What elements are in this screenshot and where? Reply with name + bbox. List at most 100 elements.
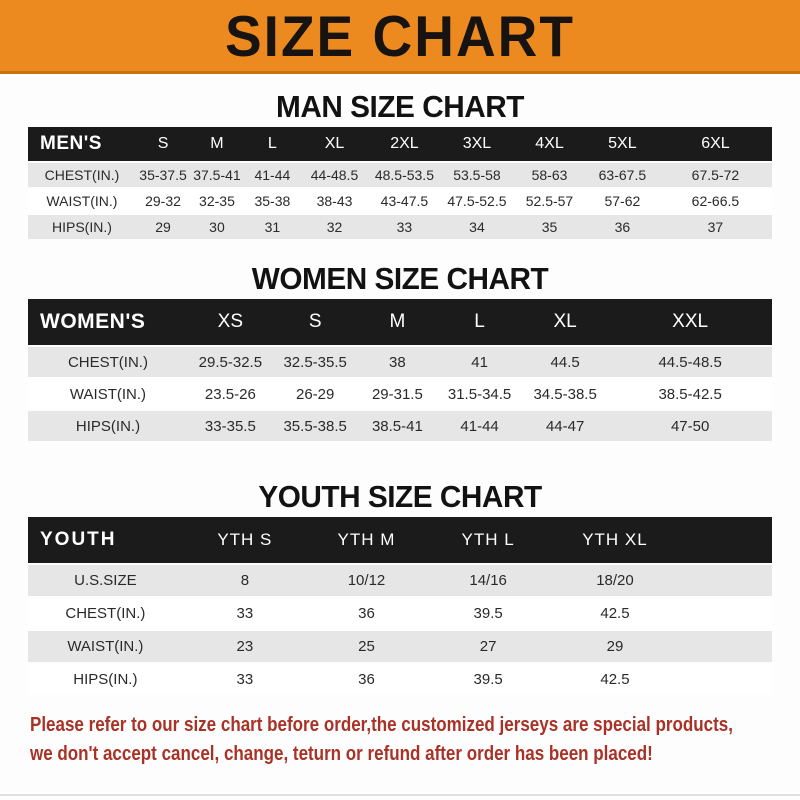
size-value-cell: 35.5-38.5 [272,411,358,441]
size-value-cell: 47-50 [608,411,772,441]
size-col-header: 5XL [585,127,659,161]
womens-waist-row: WAIST(IN.) 23.5-26 26-29 29-31.5 31.5-34… [28,379,772,409]
size-value-cell: 10/12 [306,565,427,596]
size-value-cell: 44.5-48.5 [608,347,772,377]
measure-row-label: CHEST(IN.) [28,163,136,187]
man-section-heading: MAN SIZE CHART [276,89,524,124]
measure-row-label: WAIST(IN.) [28,379,188,409]
size-value-cell: 43-47.5 [367,189,441,213]
disclaimer-line-1: Please refer to our size chart before or… [30,714,733,736]
measure-row-label: U.S.SIZE [28,565,183,596]
size-value-cell: 38.5-41 [357,411,438,441]
youth-waist-row: WAIST(IN.) 23 25 27 29 [28,631,772,662]
women-section-heading: WOMEN SIZE CHART [251,261,549,296]
size-col-header: XS [187,299,273,345]
mens-table-label: MEN'S [28,127,136,161]
size-value-cell: 38 [357,347,438,377]
size-col-header: YTH S [182,517,307,563]
size-value-cell: 38-43 [301,189,368,213]
womens-header-row: WOMEN'S XS S M L XL XXL [28,299,772,345]
measure-row-label: HIPS(IN.) [28,215,136,239]
youth-hips-row: HIPS(IN.) 33 36 39.5 42.5 [28,664,772,695]
size-col-header: YTH M [306,517,427,563]
measure-row-label: CHEST(IN.) [28,347,188,377]
size-col-header: XL [521,299,609,345]
youth-chest-row: CHEST(IN.) 33 36 39.5 42.5 [28,598,772,629]
size-value-cell: 44-47 [521,411,609,441]
size-value-cell: 29 [135,215,191,239]
size-value-cell: 14/16 [426,565,551,596]
size-value-cell: 39.5 [426,664,551,695]
size-value-cell: 42.5 [550,598,680,629]
size-value-cell: 31 [243,215,302,239]
size-value-cell: 48.5-53.5 [367,163,441,187]
youth-section-heading: YOUTH SIZE CHART [258,479,542,514]
size-value-cell: 47.5-52.5 [440,189,514,213]
disclaimer-text: Please refer to our size chart before or… [30,711,800,769]
size-value-cell: 32-35 [190,189,244,213]
size-value-cell: 44-48.5 [301,163,368,187]
size-value-cell: 52.5-57 [513,189,586,213]
size-col-header: S [135,127,191,161]
size-value-cell: 53.5-58 [440,163,514,187]
size-value-cell: 23.5-26 [187,379,273,409]
title-banner: SIZE CHART [0,0,800,74]
size-value-cell: 34.5-38.5 [521,379,609,409]
size-value-cell: 35-38 [243,189,302,213]
womens-table-label: WOMEN'S [28,299,188,345]
mens-header-row: MEN'S S M L XL 2XL 3XL 4XL 5XL 6XL [28,127,772,161]
size-col-header: 4XL [513,127,586,161]
size-value-cell: 32 [301,215,368,239]
womens-chest-row: CHEST(IN.) 29.5-32.5 32.5-35.5 38 41 44.… [28,347,772,377]
size-value-cell: 33-35.5 [187,411,273,441]
size-value-cell: 29.5-32.5 [187,347,273,377]
youth-ussize-row: U.S.SIZE 8 10/12 14/16 18/20 [28,565,772,596]
size-value-cell: 31.5-34.5 [437,379,522,409]
size-value-cell: 36 [585,215,659,239]
size-value-cell: 34 [440,215,514,239]
size-col-header: M [357,299,438,345]
size-col-header: XXL [608,299,772,345]
size-value-cell: 25 [306,631,427,662]
size-value-cell: 38.5-42.5 [608,379,772,409]
size-value-cell: 63-67.5 [585,163,659,187]
youth-header-row: YOUTH YTH S YTH M YTH L YTH XL [28,517,772,563]
size-value-cell: 33 [182,664,307,695]
size-value-cell: 23 [182,631,307,662]
size-value-cell: 29 [550,631,680,662]
size-col-header: XL [301,127,368,161]
size-value-cell: 29-31.5 [357,379,438,409]
size-value-cell: 67.5-72 [658,163,772,187]
size-value-cell: 62-66.5 [658,189,772,213]
size-value-cell: 32.5-35.5 [272,347,358,377]
size-value-cell: 41-44 [243,163,302,187]
measure-row-label: HIPS(IN.) [28,664,183,695]
size-value-cell: 37 [658,215,772,239]
size-value-cell: 41-44 [437,411,522,441]
size-col-header: YTH L [426,517,551,563]
size-value-cell: 36 [306,664,427,695]
size-col-header: 2XL [367,127,441,161]
size-col-header: M [190,127,244,161]
measure-row-label: WAIST(IN.) [28,631,183,662]
size-value-cell: 58-63 [513,163,586,187]
size-col-header-empty [679,517,772,563]
measure-row-label: HIPS(IN.) [28,411,188,441]
womens-hips-row: HIPS(IN.) 33-35.5 35.5-38.5 38.5-41 41-4… [28,411,772,441]
size-value-cell-empty [679,664,772,695]
size-col-header: L [243,127,302,161]
size-value-cell: 44.5 [521,347,609,377]
mens-waist-row: WAIST(IN.) 29-32 32-35 35-38 38-43 43-47… [28,189,772,213]
size-value-cell: 36 [306,598,427,629]
size-value-cell: 35 [513,215,586,239]
size-value-cell: 27 [426,631,551,662]
mens-chest-row: CHEST(IN.) 35-37.5 37.5-41 41-44 44-48.5… [28,163,772,187]
mens-size-table: MEN'S S M L XL 2XL 3XL 4XL 5XL 6XL CHEST… [28,125,772,241]
size-value-cell: 18/20 [550,565,680,596]
size-value-cell: 42.5 [550,664,680,695]
size-value-cell: 33 [182,598,307,629]
size-value-cell: 35-37.5 [135,163,191,187]
measure-row-label: WAIST(IN.) [28,189,136,213]
bottom-divider [0,794,800,796]
